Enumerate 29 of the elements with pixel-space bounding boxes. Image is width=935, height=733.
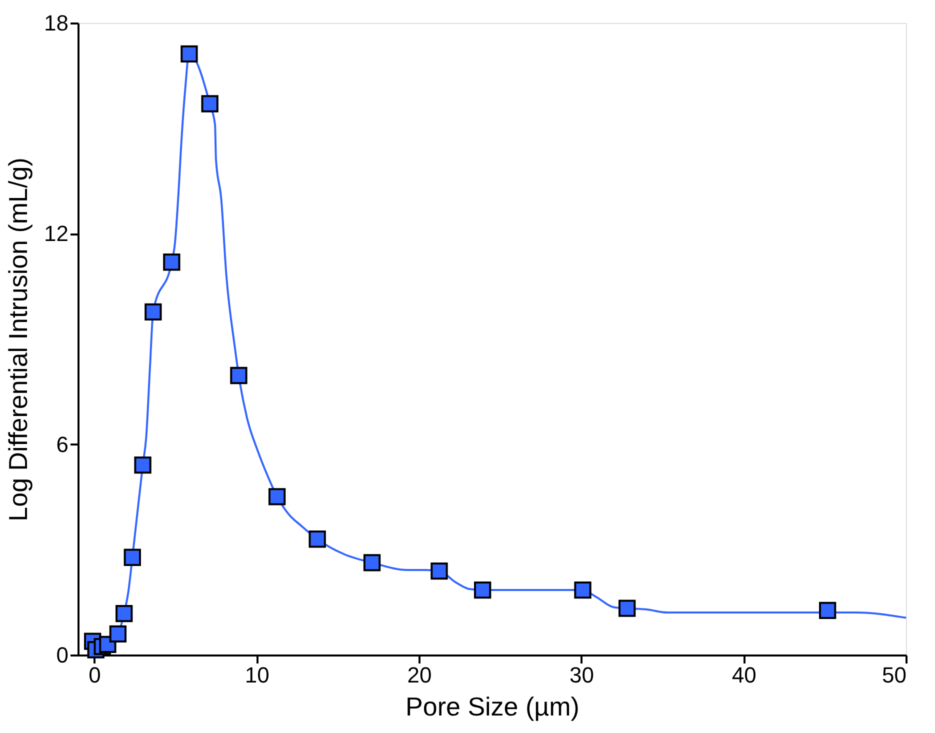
point <box>163 254 180 271</box>
point <box>109 625 127 643</box>
point <box>116 604 133 622</box>
point <box>124 548 141 566</box>
point <box>819 602 836 619</box>
point <box>474 581 492 599</box>
x-tick-label: 0 <box>88 662 101 688</box>
point <box>144 303 162 321</box>
point <box>430 562 448 580</box>
x-axis-title: Pore Size (µm) <box>406 692 580 722</box>
y-axis-title: Log Differential Intrusion (mL/g) <box>3 158 34 522</box>
y-tick-label: 6 <box>56 432 68 457</box>
point <box>134 456 152 474</box>
x-tick-label: 50 <box>882 662 906 688</box>
y-tick-label: 0 <box>56 642 68 668</box>
x-tick-label: 10 <box>244 662 270 688</box>
x-tick-label: 20 <box>407 662 432 688</box>
x-tick-label: 30 <box>570 662 594 688</box>
point <box>308 530 326 548</box>
point <box>574 581 592 599</box>
y-tick-label: 18 <box>44 10 68 36</box>
point <box>180 45 198 62</box>
point <box>230 366 248 384</box>
point <box>618 600 636 617</box>
y-tick-label: 12 <box>44 221 68 246</box>
point <box>201 95 218 112</box>
x-tick-label: 40 <box>732 662 756 688</box>
point <box>268 488 286 506</box>
point <box>363 554 381 572</box>
